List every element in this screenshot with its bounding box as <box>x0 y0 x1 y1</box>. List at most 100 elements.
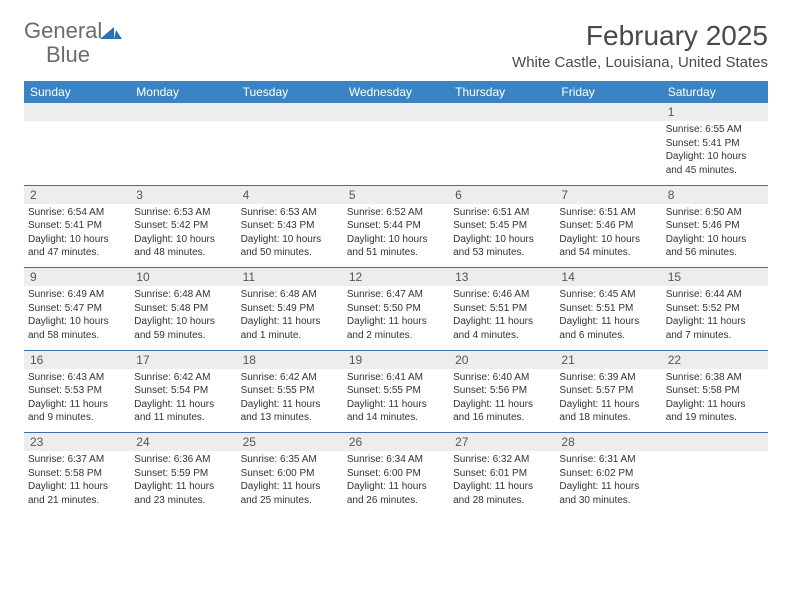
sunset-text: Sunset: 5:42 PM <box>134 219 232 233</box>
day-number: 28 <box>555 433 661 451</box>
daylight-text: Daylight: 10 hours and 48 minutes. <box>134 233 232 260</box>
day-number <box>555 103 661 121</box>
day-details: Sunrise: 6:43 AMSunset: 5:53 PMDaylight:… <box>24 369 130 429</box>
sunrise-text: Sunrise: 6:40 AM <box>453 371 551 385</box>
day-details: Sunrise: 6:51 AMSunset: 5:46 PMDaylight:… <box>555 204 661 264</box>
day-number: 13 <box>449 268 555 286</box>
day-details: Sunrise: 6:45 AMSunset: 5:51 PMDaylight:… <box>555 286 661 346</box>
sunrise-text: Sunrise: 6:48 AM <box>134 288 232 302</box>
daylight-text: Daylight: 10 hours and 53 minutes. <box>453 233 551 260</box>
day-number: 25 <box>237 433 343 451</box>
day-cell: 14Sunrise: 6:45 AMSunset: 5:51 PMDayligh… <box>555 268 661 350</box>
sunset-text: Sunset: 5:55 PM <box>241 384 339 398</box>
day-cell: 18Sunrise: 6:42 AMSunset: 5:55 PMDayligh… <box>237 351 343 433</box>
day-number: 12 <box>343 268 449 286</box>
week-row: 2Sunrise: 6:54 AMSunset: 5:41 PMDaylight… <box>24 186 768 268</box>
brand-word1: General <box>24 18 102 43</box>
day-details: Sunrise: 6:36 AMSunset: 5:59 PMDaylight:… <box>130 451 236 511</box>
day-details: Sunrise: 6:53 AMSunset: 5:42 PMDaylight:… <box>130 204 236 264</box>
day-details: Sunrise: 6:42 AMSunset: 5:55 PMDaylight:… <box>237 369 343 429</box>
daylight-text: Daylight: 10 hours and 51 minutes. <box>347 233 445 260</box>
day-cell: 23Sunrise: 6:37 AMSunset: 5:58 PMDayligh… <box>24 433 130 515</box>
day-details: Sunrise: 6:48 AMSunset: 5:49 PMDaylight:… <box>237 286 343 346</box>
sunset-text: Sunset: 5:44 PM <box>347 219 445 233</box>
day-details: Sunrise: 6:48 AMSunset: 5:48 PMDaylight:… <box>130 286 236 346</box>
sunset-text: Sunset: 5:49 PM <box>241 302 339 316</box>
day-cell: 5Sunrise: 6:52 AMSunset: 5:44 PMDaylight… <box>343 186 449 268</box>
day-cell: 17Sunrise: 6:42 AMSunset: 5:54 PMDayligh… <box>130 351 236 433</box>
day-details: Sunrise: 6:39 AMSunset: 5:57 PMDaylight:… <box>555 369 661 429</box>
day-cell: 4Sunrise: 6:53 AMSunset: 5:43 PMDaylight… <box>237 186 343 268</box>
daylight-text: Daylight: 11 hours and 19 minutes. <box>666 398 764 425</box>
sunset-text: Sunset: 5:50 PM <box>347 302 445 316</box>
sunrise-text: Sunrise: 6:41 AM <box>347 371 445 385</box>
sunset-text: Sunset: 5:47 PM <box>28 302 126 316</box>
day-cell: 16Sunrise: 6:43 AMSunset: 5:53 PMDayligh… <box>24 351 130 433</box>
daylight-text: Daylight: 11 hours and 25 minutes. <box>241 480 339 507</box>
day-cell: 12Sunrise: 6:47 AMSunset: 5:50 PMDayligh… <box>343 268 449 350</box>
day-details: Sunrise: 6:41 AMSunset: 5:55 PMDaylight:… <box>343 369 449 429</box>
day-cell: 6Sunrise: 6:51 AMSunset: 5:45 PMDaylight… <box>449 186 555 268</box>
daylight-text: Daylight: 11 hours and 7 minutes. <box>666 315 764 342</box>
sunset-text: Sunset: 5:53 PM <box>28 384 126 398</box>
day-cell: 7Sunrise: 6:51 AMSunset: 5:46 PMDaylight… <box>555 186 661 268</box>
sunrise-text: Sunrise: 6:31 AM <box>559 453 657 467</box>
day-cell: 28Sunrise: 6:31 AMSunset: 6:02 PMDayligh… <box>555 433 661 515</box>
day-details: Sunrise: 6:38 AMSunset: 5:58 PMDaylight:… <box>662 369 768 429</box>
week-row: 23Sunrise: 6:37 AMSunset: 5:58 PMDayligh… <box>24 433 768 515</box>
sunrise-text: Sunrise: 6:48 AM <box>241 288 339 302</box>
day-details: Sunrise: 6:52 AMSunset: 5:44 PMDaylight:… <box>343 204 449 264</box>
week-row: 16Sunrise: 6:43 AMSunset: 5:53 PMDayligh… <box>24 351 768 433</box>
day-cell: 11Sunrise: 6:48 AMSunset: 5:49 PMDayligh… <box>237 268 343 350</box>
sunrise-text: Sunrise: 6:36 AM <box>134 453 232 467</box>
day-number: 22 <box>662 351 768 369</box>
daylight-text: Daylight: 11 hours and 9 minutes. <box>28 398 126 425</box>
sunset-text: Sunset: 5:55 PM <box>347 384 445 398</box>
daylight-text: Daylight: 11 hours and 28 minutes. <box>453 480 551 507</box>
daylight-text: Daylight: 11 hours and 23 minutes. <box>134 480 232 507</box>
sunrise-text: Sunrise: 6:47 AM <box>347 288 445 302</box>
day-number: 5 <box>343 186 449 204</box>
calendar-head: SundayMondayTuesdayWednesdayThursdayFrid… <box>24 81 768 103</box>
day-number <box>24 103 130 121</box>
sunset-text: Sunset: 5:41 PM <box>28 219 126 233</box>
day-number: 24 <box>130 433 236 451</box>
daylight-text: Daylight: 10 hours and 50 minutes. <box>241 233 339 260</box>
sunset-text: Sunset: 5:58 PM <box>28 467 126 481</box>
sunrise-text: Sunrise: 6:51 AM <box>559 206 657 220</box>
sunrise-text: Sunrise: 6:53 AM <box>241 206 339 220</box>
daylight-text: Daylight: 11 hours and 11 minutes. <box>134 398 232 425</box>
day-number: 21 <box>555 351 661 369</box>
day-details: Sunrise: 6:51 AMSunset: 5:45 PMDaylight:… <box>449 204 555 264</box>
day-cell: 22Sunrise: 6:38 AMSunset: 5:58 PMDayligh… <box>662 351 768 433</box>
day-number: 10 <box>130 268 236 286</box>
daylight-text: Daylight: 11 hours and 21 minutes. <box>28 480 126 507</box>
day-details: Sunrise: 6:50 AMSunset: 5:46 PMDaylight:… <box>662 204 768 264</box>
day-cell: 19Sunrise: 6:41 AMSunset: 5:55 PMDayligh… <box>343 351 449 433</box>
day-number: 14 <box>555 268 661 286</box>
sunset-text: Sunset: 5:51 PM <box>559 302 657 316</box>
sunrise-text: Sunrise: 6:52 AM <box>347 206 445 220</box>
sunset-text: Sunset: 5:46 PM <box>666 219 764 233</box>
sunrise-text: Sunrise: 6:55 AM <box>666 123 764 137</box>
day-number <box>662 433 768 451</box>
day-cell: 10Sunrise: 6:48 AMSunset: 5:48 PMDayligh… <box>130 268 236 350</box>
day-number: 17 <box>130 351 236 369</box>
day-cell: 1Sunrise: 6:55 AMSunset: 5:41 PMDaylight… <box>662 103 768 185</box>
day-details: Sunrise: 6:42 AMSunset: 5:54 PMDaylight:… <box>130 369 236 429</box>
daylight-text: Daylight: 11 hours and 4 minutes. <box>453 315 551 342</box>
daylight-text: Daylight: 10 hours and 58 minutes. <box>28 315 126 342</box>
day-number: 4 <box>237 186 343 204</box>
sunset-text: Sunset: 5:45 PM <box>453 219 551 233</box>
daylight-text: Daylight: 10 hours and 59 minutes. <box>134 315 232 342</box>
daylight-text: Daylight: 11 hours and 6 minutes. <box>559 315 657 342</box>
sunset-text: Sunset: 6:01 PM <box>453 467 551 481</box>
day-header: Saturday <box>662 81 768 103</box>
sunrise-text: Sunrise: 6:37 AM <box>28 453 126 467</box>
calendar-body: 1Sunrise: 6:55 AMSunset: 5:41 PMDaylight… <box>24 103 768 515</box>
daylight-text: Daylight: 11 hours and 1 minute. <box>241 315 339 342</box>
sunrise-text: Sunrise: 6:42 AM <box>134 371 232 385</box>
day-details: Sunrise: 6:55 AMSunset: 5:41 PMDaylight:… <box>662 121 768 181</box>
day-cell: 2Sunrise: 6:54 AMSunset: 5:41 PMDaylight… <box>24 186 130 268</box>
logo-text-block: General Blue <box>24 20 122 67</box>
